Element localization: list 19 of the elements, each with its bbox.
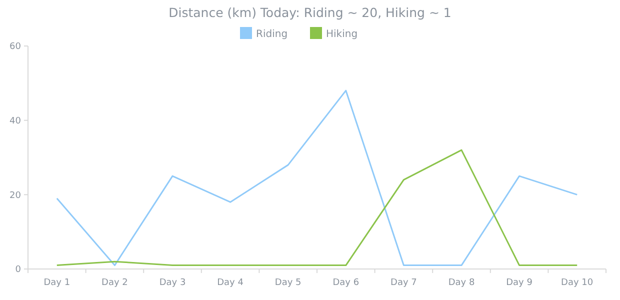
x-tick-label: Day 9 [506, 278, 533, 288]
x-tick-label: Day 5 [274, 278, 302, 288]
x-tick-label: Day 10 [561, 278, 594, 288]
legend-label: Riding [256, 29, 288, 40]
x-tick-label: Day 6 [332, 278, 360, 288]
x-tick-label: Day 3 [159, 278, 186, 288]
legend-label: Hiking [326, 29, 358, 40]
x-tick-label: Day 8 [448, 278, 475, 288]
y-tick-label: 20 [10, 190, 22, 201]
line-series [56, 149, 578, 266]
chart-title: Distance (km) Today: Riding ~ 20, Hiking ~ 1 [168, 5, 452, 20]
x-tick-label: Day 1 [44, 278, 70, 288]
y-tick-label: 0 [15, 265, 22, 276]
x-tick-label: Day 7 [390, 278, 417, 288]
y-tick-label: 40 [10, 116, 22, 126]
x-tick-label: Day 2 [102, 278, 128, 288]
x-tick-label: Day 4 [217, 278, 244, 288]
y-tick-label: 60 [10, 42, 22, 52]
line-series [56, 90, 578, 266]
